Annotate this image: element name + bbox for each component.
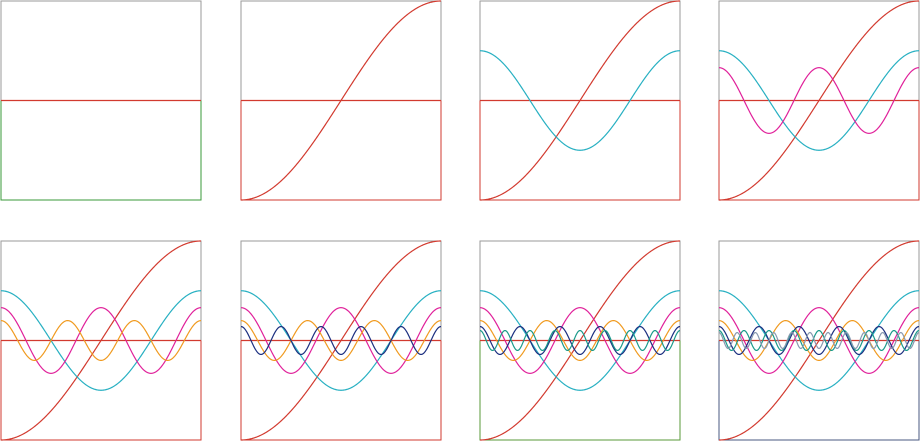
panel-5-curve-ramp	[1, 240, 201, 441]
panel-5-axis	[0, 340, 202, 441]
panel-6-curve-wave-4	[240, 325, 442, 356]
panel-7-curve-ramp	[480, 240, 680, 441]
panel-8-curve-wave-4	[718, 325, 920, 356]
panel-8-curve-wave-5	[718, 329, 920, 352]
panel-5-curve-wave-3	[0, 319, 202, 362]
panel-6-curve-wave-3	[240, 319, 442, 362]
panel-8-curve-wave-6	[718, 331, 920, 350]
panel-5-curve-wave-2	[0, 307, 202, 374]
panel-4-axis	[718, 100, 920, 201]
panel-6-curve-wave-1	[240, 290, 442, 391]
panel-8-curve-wave-3	[718, 319, 920, 362]
panel-5	[0, 240, 202, 441]
panel-7-curve-wave-2	[479, 307, 681, 374]
panel-3-curve-wave-1	[479, 50, 681, 151]
panel-2-axis	[240, 100, 442, 201]
panel-7-curve-wave-1	[479, 290, 681, 391]
panel-8-curve-wave-1	[718, 290, 920, 391]
panel-8-curve-ramp	[719, 240, 919, 441]
panel-3-axis	[479, 100, 681, 201]
panel-8-axis	[718, 340, 920, 441]
panel-4-curve-wave-1	[718, 50, 920, 151]
panel-7	[479, 240, 681, 441]
panel-4-curve-wave-2	[718, 67, 920, 134]
panel-4-curve-ramp	[719, 0, 919, 201]
panel-6-curve-ramp	[241, 240, 441, 441]
panel-7-curve-wave-5	[479, 329, 681, 352]
panel-4	[718, 0, 920, 201]
panel-2-curve-ramp	[241, 0, 441, 201]
panel-1	[0, 0, 202, 201]
panel-6-axis	[240, 340, 442, 441]
panel-7-curve-wave-4	[479, 325, 681, 356]
panel-7-curve-wave-3	[479, 319, 681, 362]
panel-7-axis	[479, 340, 681, 441]
panel-1-axis	[0, 100, 202, 201]
panel-2	[240, 0, 442, 201]
panel-8	[718, 240, 920, 441]
panel-6	[240, 240, 442, 441]
panel-3	[479, 0, 681, 201]
panel-5-curve-wave-1	[0, 290, 202, 391]
panel-8-curve-wave-2	[718, 307, 920, 374]
panel-6-curve-wave-2	[240, 307, 442, 374]
panel-3-curve-ramp	[480, 0, 680, 201]
